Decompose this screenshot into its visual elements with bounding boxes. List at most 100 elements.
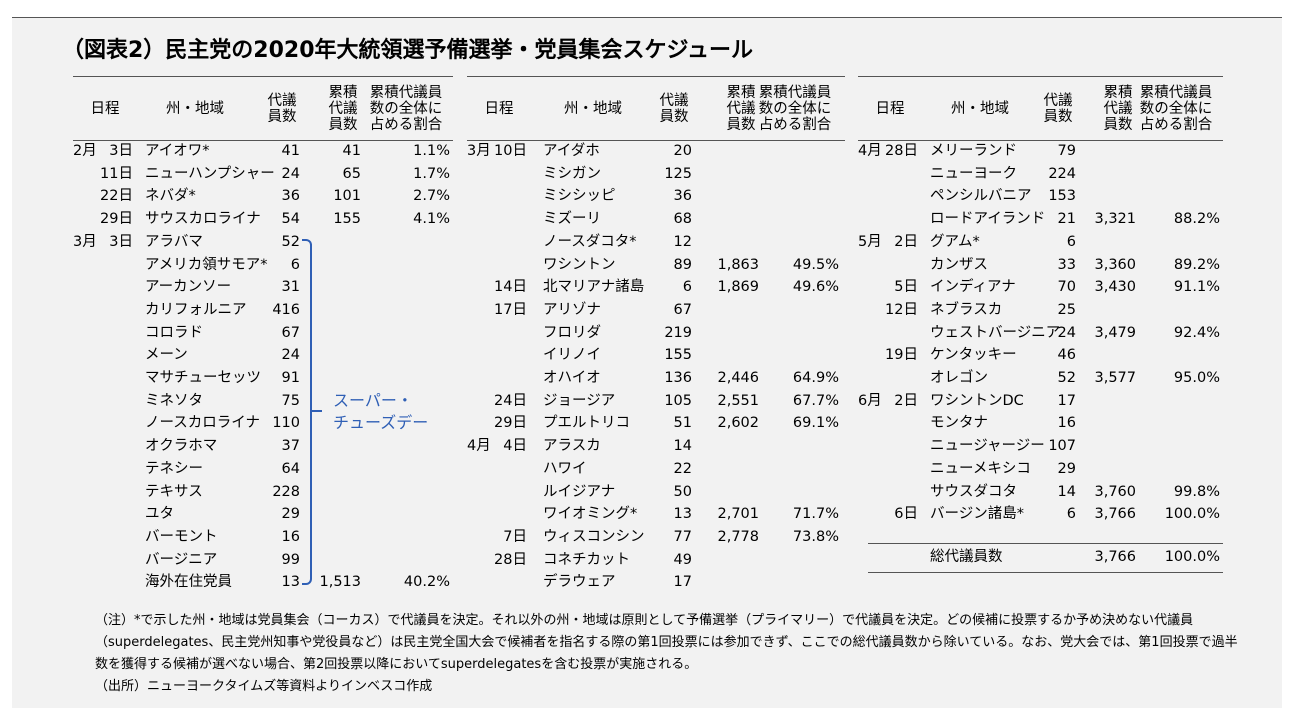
row-delegates: 29 [281,506,300,523]
header-state: 州・地域 [564,101,622,117]
page-background [12,18,1282,708]
row-state: オハイオ [543,370,601,386]
row-share: 49.5% [792,256,839,273]
row-delegates: 136 [664,370,692,386]
row-delegates: 6 [290,256,300,273]
row-delegates: 36 [281,188,300,205]
row-delegates: 77 [673,528,692,545]
total-cumulative: 3,766 [1094,549,1136,565]
row-share: 100.0% [1164,506,1220,523]
header-state: 州・地域 [951,101,1009,117]
row-delegates: 107 [1048,438,1076,455]
row-cumulative: 3,760 [1094,483,1136,500]
row-state: バーモント [145,528,218,545]
row-month: 3月 [467,143,491,159]
row-day: 22日 [100,188,133,205]
row-cumulative: 3,766 [1094,506,1136,523]
row-month: 5月 [858,233,882,250]
super-tuesday-label: スーパー・ チューズデー [333,390,428,434]
row-share: 49.6% [792,279,839,296]
row-cumulative: 2,551 [717,392,759,409]
row-state: ミシガン [543,165,601,182]
row-state: ペンシルバニア [930,188,1032,205]
total-bottom-rule [868,572,1223,573]
header-cumulative: 累積 代議 員数 [726,85,756,133]
row-cumulative: 2,701 [717,506,759,523]
row-day: 4日 [503,438,527,455]
row-state: カリフォルニア [145,301,247,318]
row-share: 99.8% [1173,483,1220,500]
row-delegates: 17 [673,574,692,591]
row-state: サウスダコタ [930,483,1017,500]
row-cumulative: 3,430 [1094,279,1136,296]
row-delegates: 21 [1057,211,1076,228]
row-cumulative: 101 [333,188,361,205]
row-delegates: 17 [1057,392,1076,409]
row-state: テキサス [145,483,203,500]
row-delegates: 46 [1057,347,1076,364]
header-state: 州・地域 [166,101,224,117]
row-share: 1.1% [413,143,450,159]
header-delegates: 代議 員数 [1043,93,1073,125]
row-cumulative: 3,360 [1094,256,1136,273]
row-state: アイオワ* [145,143,210,159]
table-header-rule [467,140,845,141]
header-share: 累積代議員 数の全体に 占める割合 [1139,85,1213,133]
note-text: （注）*で示した州・地域は党員集会（コーカス）で代議員を決定。それ以外の州・地域… [95,613,1238,672]
row-cumulative: 1,869 [717,279,759,296]
row-state: アイダホ [543,143,600,159]
row-share: 91.1% [1173,279,1220,296]
row-share: 89.2% [1173,256,1220,273]
row-state: アラバマ [145,233,203,250]
row-state: イリノイ [543,347,601,364]
row-day: 7日 [503,528,527,545]
row-share: 64.9% [792,370,839,386]
row-delegates: 13 [281,574,300,591]
total-share: 100.0% [1164,549,1220,565]
row-state: オレゴン [930,370,988,386]
table-top-rule [858,76,1223,77]
row-state: マサチューセッツ [145,370,261,386]
row-state: ニューヨーク [930,165,1017,182]
row-delegates: 67 [673,301,692,318]
row-month: 4月 [858,143,882,159]
row-state: テネシー [145,460,203,477]
row-delegates: 228 [272,483,300,500]
row-delegates: 37 [281,438,300,455]
row-cumulative: 155 [333,211,361,228]
row-day: 29日 [100,211,133,228]
row-month: 4月 [467,438,491,455]
row-cumulative: 1,863 [717,256,759,273]
row-day: 2日 [894,233,918,250]
row-delegates: 6 [682,279,692,296]
row-state: ルイジアナ [543,483,616,500]
row-delegates: 64 [281,460,300,477]
row-day: 17日 [494,301,527,318]
row-share: 40.2% [403,574,450,591]
row-state: ネバダ* [145,188,196,205]
row-share: 92.4% [1173,324,1220,341]
row-delegates: 31 [281,279,300,296]
row-delegates: 89 [673,256,692,273]
row-delegates: 110 [272,415,300,432]
row-share: 95.0% [1173,370,1220,386]
row-delegates: 70 [1057,279,1076,296]
row-state: ノースカロライナ [145,415,260,432]
row-state: フロリダ [543,324,601,341]
row-day: 29日 [494,415,527,432]
row-state: プエルトリコ [543,415,630,432]
row-share: 1.7% [413,165,450,182]
row-month: 3月 [73,233,97,250]
row-delegates: 224 [1048,165,1076,182]
row-delegates: 14 [673,438,692,455]
row-state: カンザス [930,256,988,273]
row-state: ウェストバージニア [930,324,1061,341]
header-date: 日程 [90,101,120,117]
row-cumulative: 3,321 [1094,211,1136,228]
total-label: 総代議員数 [930,549,1003,565]
super-tuesday-label-line: スーパー・ [333,391,413,411]
row-day: 19日 [885,347,918,364]
row-delegates: 16 [281,528,300,545]
row-share: 2.7% [413,188,450,205]
row-delegates: 68 [673,211,692,228]
